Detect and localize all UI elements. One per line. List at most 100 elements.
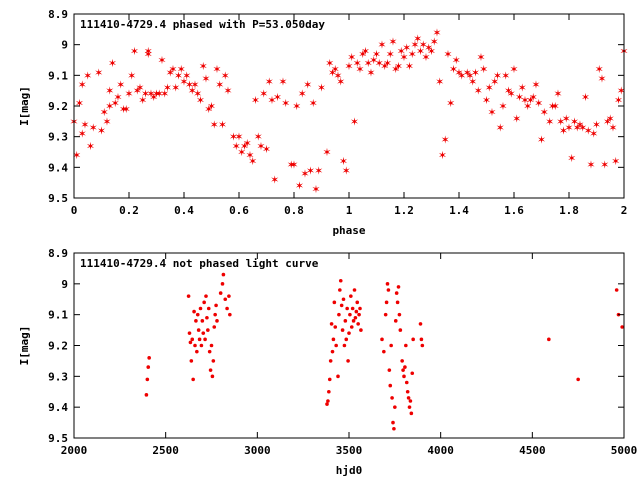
data-point: ✶ [311, 183, 320, 196]
data-point: ✶ [152, 88, 161, 101]
data-point: ✶ [177, 63, 186, 76]
data-point [192, 309, 196, 314]
data-point: ✶ [328, 66, 337, 79]
data-point [201, 331, 206, 335]
data-point: ✶ [504, 85, 513, 98]
data-point: ✶ [421, 51, 430, 64]
data-point: ✶ [157, 54, 166, 67]
data-point: ✶ [75, 97, 84, 110]
data-point: ✶ [388, 36, 397, 49]
data-point [205, 315, 209, 320]
y-tick-label: 8.9 [48, 247, 68, 260]
data-point: ✶ [174, 69, 183, 82]
data-point: ✶ [509, 63, 518, 76]
data-point: ✶ [331, 63, 340, 76]
data-point [336, 374, 340, 379]
data-point: ✶ [237, 146, 246, 159]
data-point: ✶ [386, 48, 395, 61]
data-point: ✶ [375, 57, 384, 70]
data-point: ✶ [463, 66, 472, 79]
x-tick-label: 1.6 [504, 204, 524, 217]
data-point [188, 340, 193, 345]
data-point: ✶ [342, 164, 351, 177]
data-point: ✶ [493, 69, 502, 82]
data-point: ✶ [102, 115, 111, 128]
phased-light-curve-panel: ✶✶✶✶✶✶✶✶✶✶✶✶✶✶✶✶✶✶✶✶✶✶✶✶✶✶✶✶✶✶✶✶✶✶✶✶✶✶✶✶… [18, 8, 629, 237]
data-point [359, 328, 363, 332]
data-point: ✶ [394, 60, 403, 73]
data-point: ✶ [141, 88, 150, 101]
data-point: ✶ [430, 36, 439, 49]
data-point: ✶ [314, 164, 323, 177]
data-point: ✶ [124, 88, 133, 101]
data-point: ✶ [300, 167, 309, 180]
data-point: ✶ [210, 118, 219, 131]
data-point: ✶ [72, 149, 81, 162]
data-point [195, 312, 200, 317]
data-point [418, 322, 423, 326]
data-point [195, 349, 199, 354]
data-point: ✶ [531, 79, 540, 92]
data-point [207, 349, 212, 354]
data-point: ✶ [80, 118, 89, 131]
data-point [351, 319, 356, 323]
data-point: ✶ [441, 134, 450, 147]
data-point: ✶ [512, 112, 521, 125]
data-point [393, 405, 397, 409]
data-point: ✶ [254, 131, 263, 144]
data-point: ✶ [474, 85, 483, 98]
data-point: ✶ [350, 115, 359, 128]
data-point: ✶ [289, 158, 298, 171]
data-point: ✶ [83, 69, 92, 82]
data-point: ✶ [501, 69, 510, 82]
data-point: ✶ [355, 63, 364, 76]
data-point: ✶ [408, 48, 417, 61]
data-point [407, 405, 412, 409]
data-point [325, 402, 329, 406]
data-point [200, 319, 205, 323]
y-axis-ticks: 8.9 9 9.1 9.2 9.3 9.4 9.5 [48, 247, 624, 445]
data-point: ✶ [325, 57, 334, 70]
data-point: ✶ [281, 97, 290, 110]
data-point: ✶ [223, 85, 232, 98]
data-point: ✶ [567, 152, 576, 165]
data-point: ✶ [108, 57, 117, 70]
data-point: ✶ [603, 115, 612, 128]
data-point [387, 368, 392, 372]
data-point: ✶ [449, 63, 458, 76]
data-point: ✶ [575, 118, 584, 131]
x-tick-label: 0.8 [284, 204, 304, 217]
data-point: ✶ [218, 118, 227, 131]
data-point [190, 337, 195, 342]
data-point [393, 319, 398, 323]
data-point: ✶ [361, 45, 370, 58]
data-point [402, 374, 406, 379]
data-point: ✶ [405, 60, 414, 73]
data-point: ✶ [600, 158, 609, 171]
data-point: ✶ [578, 121, 587, 134]
data-point [347, 331, 351, 335]
data-point [349, 325, 354, 329]
data-point: ✶ [490, 75, 499, 88]
data-point: ✶ [105, 100, 114, 113]
x-tick-label: 2000 [61, 444, 88, 457]
data-point: ✶ [589, 128, 598, 141]
data-point: ✶ [135, 82, 144, 95]
data-point: ✶ [89, 121, 98, 134]
data-point: ✶ [611, 155, 620, 168]
data-point: ✶ [292, 100, 301, 113]
data-point: ✶ [245, 149, 254, 162]
data-point: ✶ [482, 94, 491, 107]
x-tick-label: 4000 [427, 444, 454, 457]
data-point: ✶ [397, 45, 406, 58]
data-point: ✶ [380, 60, 389, 73]
x-tick-label: 1.2 [394, 204, 414, 217]
data-point [334, 343, 338, 348]
data-point: ✶ [551, 100, 560, 113]
data-point: ✶ [507, 88, 516, 101]
data-point [620, 325, 624, 329]
data-point: ✶ [614, 94, 623, 107]
data-point [214, 303, 218, 308]
data-point: ✶ [383, 57, 392, 70]
data-point [186, 294, 191, 298]
